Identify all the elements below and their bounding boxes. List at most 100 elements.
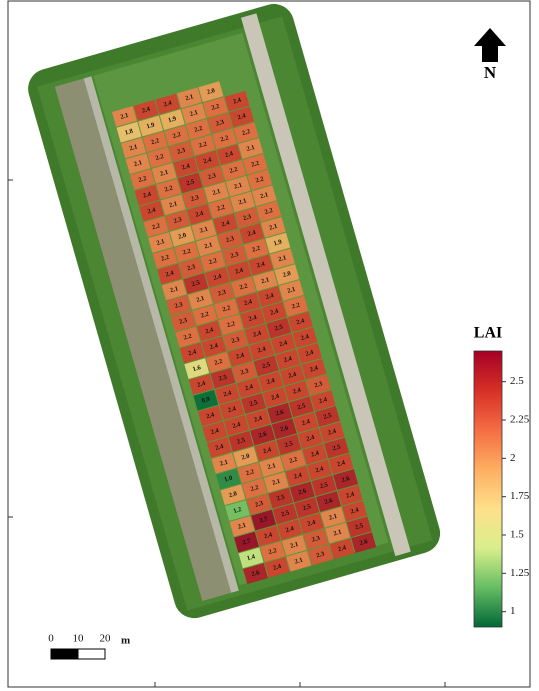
lai-value: 2.4 — [300, 333, 310, 342]
lai-cell — [238, 138, 264, 159]
lai-cell — [194, 150, 220, 172]
lai-cell — [289, 481, 315, 503]
lai-cell — [229, 515, 255, 537]
lai-cell — [297, 428, 323, 449]
lai-cell — [246, 493, 272, 515]
lai-value: 2.4 — [163, 99, 173, 108]
lai-value: 2.4 — [318, 396, 328, 405]
north-label: N — [484, 63, 497, 82]
scale-segment — [77, 648, 106, 660]
lai-cell — [310, 390, 336, 412]
lai-cell — [255, 525, 281, 547]
lai-value: 2.2 — [151, 222, 161, 231]
lai-value: 2.4 — [221, 219, 231, 228]
lai-cell — [307, 459, 332, 481]
lai-cell — [212, 128, 237, 150]
lai-value: 2.4 — [310, 450, 320, 459]
lai-cell — [337, 484, 363, 506]
lai-cell — [279, 365, 305, 386]
lai-value: 2.0 — [282, 270, 292, 279]
lai-cell — [242, 478, 268, 499]
lai-value: 1.9 — [167, 115, 177, 124]
lai-value: 2.2 — [182, 248, 192, 257]
lai-cell — [247, 169, 273, 191]
lai-cell — [225, 175, 251, 197]
lai-value: 2.4 — [232, 96, 242, 105]
lai-cell — [250, 424, 276, 446]
lai-value: 2.0 — [206, 87, 216, 96]
lai-cell — [274, 264, 300, 285]
lai-cell — [192, 304, 218, 326]
lai-cell — [286, 550, 312, 572]
lai-cell — [272, 503, 298, 525]
lai-cell — [236, 377, 262, 399]
lai-value: 2.4 — [272, 563, 282, 572]
lai-value: 2.4 — [285, 525, 295, 534]
lai-cell — [240, 308, 266, 329]
lai-cell — [275, 349, 301, 370]
lai-cell — [168, 140, 194, 162]
lai-cell — [147, 147, 173, 168]
lai-value: 2.5 — [284, 440, 294, 449]
lai-value: 2.5 — [261, 361, 271, 370]
lai-cell — [221, 160, 247, 181]
lai-value: 2.6 — [251, 569, 261, 578]
lai-value: 2.3 — [178, 317, 188, 326]
lai-value: 2.1 — [268, 223, 278, 232]
lai-value: 2.4 — [292, 386, 302, 395]
lai-value: 2.2 — [172, 131, 182, 140]
lai-cell — [263, 472, 289, 493]
lai-cell — [187, 289, 213, 310]
lai-cell — [328, 453, 354, 475]
lai-value: 2.2 — [150, 137, 160, 146]
legend-tick-label: 1 — [510, 605, 516, 617]
lai-value: 2.1 — [271, 478, 281, 487]
lai-value: 2.2 — [251, 245, 261, 254]
lai-value: 2.4 — [337, 544, 347, 553]
lai-value: 2.3 — [173, 216, 183, 225]
lai-cell — [176, 87, 202, 109]
lai-value: 2.4 — [350, 506, 360, 515]
lai-value: 2.4 — [203, 156, 213, 165]
lai-value: 1.8 — [124, 127, 134, 136]
lai-cell — [266, 317, 292, 339]
lai-cell — [121, 137, 146, 159]
lai-value: 2.2 — [183, 333, 193, 342]
lai-value: 2.4 — [336, 459, 346, 468]
lai-cell — [183, 273, 209, 295]
lai-value: 2.4 — [237, 112, 247, 121]
lai-cell — [259, 456, 285, 477]
lai-cell — [166, 295, 192, 316]
lai-cell — [211, 452, 237, 474]
lai-value: 2.4 — [256, 260, 266, 269]
lai-cell — [233, 122, 259, 144]
lai-cell — [342, 500, 368, 522]
lai-cell — [218, 314, 244, 336]
lai-value: 2.5 — [274, 323, 284, 332]
scale-label: 20 — [100, 633, 112, 645]
lai-cell — [185, 118, 211, 140]
lai-value: 2.2 — [288, 456, 298, 465]
lai-cell — [209, 282, 235, 304]
lai-cell — [292, 327, 318, 349]
scale-bar: 0 10 20 m — [48, 633, 130, 660]
lai-cell — [195, 235, 221, 257]
lai-cell — [293, 412, 319, 434]
lai-value: 2.2 — [226, 320, 236, 329]
lai-cell — [324, 437, 350, 459]
lai-value: 2.1 — [133, 159, 143, 168]
lai-cell — [178, 257, 204, 279]
lai-value: 2.1 — [189, 109, 199, 118]
lai-cell — [199, 166, 225, 188]
lai-cell — [319, 421, 345, 443]
lai-cell — [307, 544, 333, 566]
lai-cell — [258, 371, 284, 392]
lai-cell — [239, 223, 265, 244]
lai-value: 2.2 — [160, 254, 170, 263]
legend-tick-label: 2.25 — [510, 414, 530, 426]
lai-cell — [254, 440, 280, 462]
lai-cell — [216, 144, 242, 166]
lai-cell — [303, 528, 329, 550]
lai-value: 2.2 — [216, 204, 226, 213]
lai-value: 2.1 — [238, 197, 248, 206]
